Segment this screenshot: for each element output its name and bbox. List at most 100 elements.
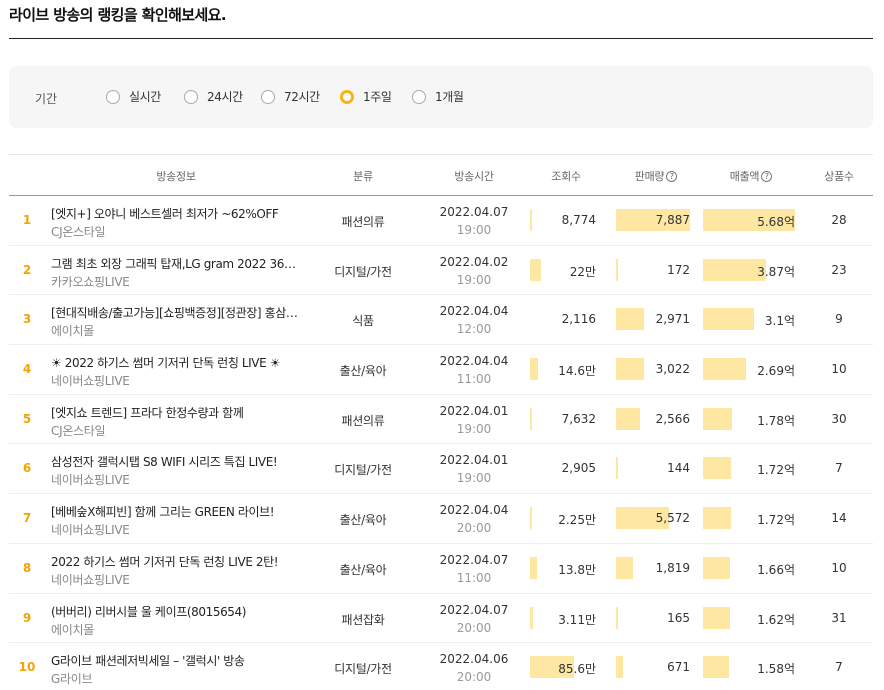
broadcast-date: 2022.04.07 [439,552,509,567]
sales: 2,971 [616,308,690,331]
revenue-help-icon[interactable]: ? [761,170,773,182]
views-value: 2,116 [561,312,596,327]
title-divider [9,38,873,39]
table-row[interactable]: 9 (버버리) 리버시블 울 케이프(8015654) 에이치몰 패션잡화 2022.0… [9,594,873,644]
broadcast-title-link[interactable]: 그램 최초 외장 그래픽 탑재,LG gram 2022 360 신제품 출시 [51,256,301,271]
period-option-label: 24시간 [207,90,243,104]
sales-help-icon[interactable]: ? [666,170,678,182]
revenue-bar [703,656,729,679]
views-bar [530,556,537,579]
rank-number: 8 [22,560,32,575]
period-option-4[interactable]: 1개월 [412,88,464,105]
revenue: 1.78억 [703,407,795,430]
channel-name: 에이치몰 [51,622,94,637]
goods-count: 14 [831,511,847,526]
views: 2.25만 [530,507,596,530]
sales-bar [616,209,690,231]
header-revenue: 매출액 ? [703,168,799,184]
sales-value: 2,566 [655,411,690,426]
revenue: 1.66억 [703,556,795,579]
table-row[interactable]: 4 ☀ 2022 하기스 썸머 기저귀 단독 런칭 LIVE ☀ 네이버쇼핑LIVE… [9,345,873,395]
revenue: 2.69억 [703,358,795,381]
revenue-value: 1.72억 [757,513,795,528]
broadcast-title-link[interactable]: [엣지쇼 트렌드] 프라다 한정수량과 함께 [51,405,244,420]
sales-value: 1,819 [655,560,690,575]
broadcast-title-link[interactable]: G라이브 패션레저빅세일 – '갤럭시' 방송 [51,654,245,669]
table-row[interactable]: 5 [엣지쇼 트렌드] 프라다 한정수량과 함께 CJ온스타일 패션의류 2022.04… [9,395,873,445]
views-bar [530,407,532,430]
table-row[interactable]: 6 삼성전자 갤럭시탭 S8 WIFI 시리즈 특집 LIVE! 네이버쇼핑LIVE… [9,444,873,495]
broadcast-time: 11:00 [456,570,492,585]
broadcast-title-link[interactable]: [베베숲X해피빈] 함께 그리는 GREEN 라이브! [51,505,275,520]
table-row[interactable]: 10 G라이브 패션레저빅세일 – '갤럭시' 방송 G라이브 디지털/가전 2022.… [9,643,873,690]
revenue-value: 1.58억 [757,662,795,677]
revenue-value: 5.68억 [757,215,795,229]
sales-value: 144 [667,461,690,476]
radio-icon[interactable] [261,89,275,104]
broadcast-title-link[interactable]: [엣지+] 오야니 베스트셀러 최저가 ~62%OFF [51,207,279,221]
goods-count: 30 [831,411,847,426]
header-category: 분류 [353,170,373,183]
period-option-2[interactable]: 72시간 [261,88,320,105]
table-row[interactable]: 8 2022 하기스 썸머 기저귀 단독 런칭 LIVE 2탄! 네이버쇼핑LIVE… [9,544,873,594]
sales-value: 2,971 [655,312,690,327]
broadcast-title-link[interactable]: 2022 하기스 썸머 기저귀 단독 런칭 LIVE 2탄! [51,554,279,569]
revenue-value: 2.69억 [757,364,795,379]
broadcast-title-link[interactable]: ☀ 2022 하기스 썸머 기저귀 단독 런칭 LIVE ☀ [51,356,281,371]
broadcast-date: 2022.04.04 [439,503,509,518]
sales-bar [616,457,618,480]
broadcast-time: 19:00 [456,471,492,486]
rank-number: 7 [22,511,32,526]
rank-number: 2 [22,262,32,277]
radio-selected-icon[interactable] [340,89,354,104]
period-filter-label: 기간 [35,92,58,106]
revenue-bar [703,308,754,331]
sales: 172 [616,258,690,281]
broadcast-date: 2022.04.01 [439,453,509,468]
revenue: 3.1억 [703,308,795,331]
radio-icon[interactable] [412,89,426,104]
category: 디지털/가전 [334,264,392,279]
table-row[interactable]: 7 [베베숲X해피빈] 함께 그리는 GREEN 라이브! 네이버쇼핑LIVE 출산/… [9,494,873,544]
period-option-0[interactable]: 실시간 [106,88,161,105]
broadcast-title-link[interactable]: (버버리) 리버시블 울 케이프(8015654) [51,604,247,619]
period-option-1[interactable]: 24시간 [184,88,243,105]
table-row[interactable]: 2 그램 최초 외장 그래픽 탑재,LG gram 2022 360 신제품 출시… [9,246,873,296]
broadcast-title-link[interactable]: [현대직배송/출고가능][쇼핑백증정][정관장] 홍삼정 에브리타임 [51,306,301,321]
goods-count: 7 [835,660,843,675]
broadcast-time: 20:00 [456,521,492,536]
views-value: 2.25만 [558,513,596,528]
views-value: 2,905 [561,461,596,476]
channel-name: 네이버쇼핑LIVE [51,473,130,488]
broadcast-title-link[interactable]: 삼성전자 갤럭시탭 S8 WIFI 시리즈 특집 LIVE! [51,455,278,470]
views: 8,774 [530,209,596,231]
revenue-value: 1.72억 [757,463,795,478]
period-option-3[interactable]: 1주일 [340,88,392,105]
header-goods: 상품수 [824,170,854,183]
table-row[interactable]: 3 [현대직배송/출고가능][쇼핑백증정][정관장] 홍삼정 에브리타임에이치몰 식… [9,295,873,346]
channel-name: CJ온스타일 [51,225,106,239]
views: 13.8만 [530,556,596,579]
sales-value: 172 [667,262,690,277]
radio-icon[interactable] [106,89,120,104]
rank-number: 1 [22,213,32,227]
views-value: 13.8만 [558,562,596,577]
views-value: 22만 [569,264,596,279]
radio-icon[interactable] [184,89,198,104]
sales-bar [616,556,633,579]
revenue-value: 1.78억 [757,413,795,428]
table-row[interactable]: 1 [엣지+] 오야니 베스트셀러 최저가 ~62%OFF CJ온스타일 패션의류 20… [9,196,873,246]
channel-name: G라이브 [51,672,93,687]
rank-number: 5 [22,411,32,426]
header-revenue-label: 매출액 [729,170,760,183]
revenue: 1.72억 [703,457,795,480]
broadcast-date: 2022.04.04 [439,354,509,369]
views: 3.11만 [530,606,596,629]
views: 85.6만 [530,656,596,679]
sales-value: 7,887 [655,213,690,227]
broadcast-time: 20:00 [456,620,492,635]
header-views: 조회수 [551,170,581,183]
sales-bar [616,358,644,381]
sales: 144 [616,457,690,480]
sales: 1,819 [616,556,690,579]
